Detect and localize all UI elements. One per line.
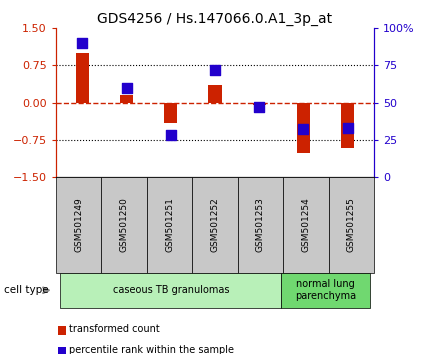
Text: GSM501249: GSM501249 <box>74 198 83 252</box>
Point <box>256 104 263 110</box>
Bar <box>76 53 89 103</box>
Text: GSM501255: GSM501255 <box>347 197 356 252</box>
Text: GSM501251: GSM501251 <box>165 197 174 252</box>
Point <box>79 40 86 46</box>
Point <box>167 132 174 138</box>
Point <box>300 127 307 132</box>
Title: GDS4256 / Hs.147066.0.A1_3p_at: GDS4256 / Hs.147066.0.A1_3p_at <box>98 12 332 26</box>
Point <box>123 85 130 91</box>
Text: caseous TB granulomas: caseous TB granulomas <box>113 285 229 295</box>
Bar <box>209 85 221 103</box>
Point <box>344 125 351 131</box>
Text: transformed count: transformed count <box>69 324 160 334</box>
Point <box>212 67 218 73</box>
Bar <box>252 103 266 105</box>
Text: GSM501250: GSM501250 <box>120 197 129 252</box>
Text: GSM501252: GSM501252 <box>211 198 219 252</box>
Text: GSM501254: GSM501254 <box>301 198 310 252</box>
Text: cell type: cell type <box>4 285 49 295</box>
Text: normal lung
parenchyma: normal lung parenchyma <box>295 279 356 301</box>
Bar <box>164 103 178 124</box>
Text: GSM501253: GSM501253 <box>256 197 265 252</box>
Bar <box>297 103 310 153</box>
Bar <box>120 95 133 103</box>
Text: percentile rank within the sample: percentile rank within the sample <box>69 346 234 354</box>
Bar <box>341 103 354 148</box>
